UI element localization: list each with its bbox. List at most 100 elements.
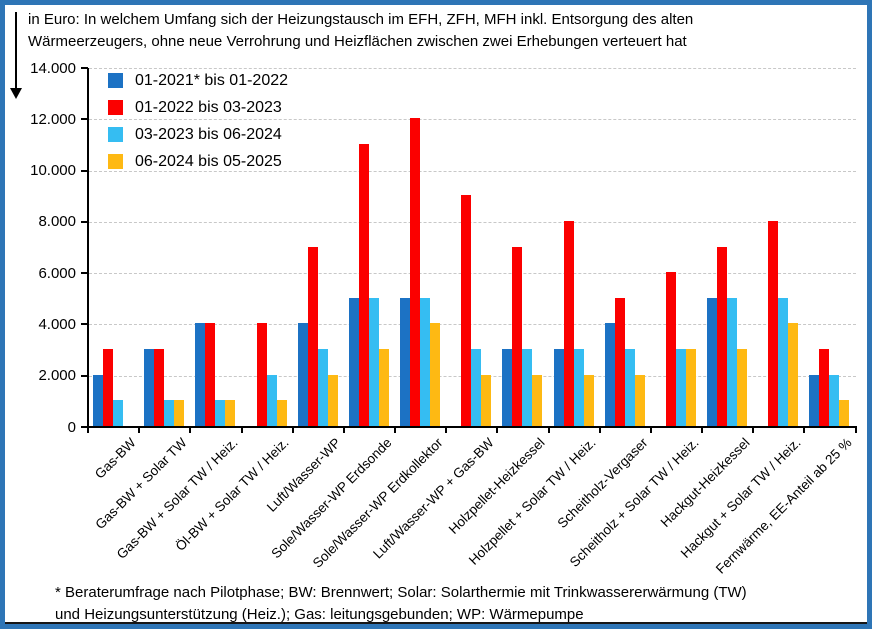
- y-axis-tick: [81, 323, 88, 326]
- footnote-line2: und Heizungsunterstützung (Heiz.); Gas: …: [55, 606, 584, 623]
- legend-swatch-icon: [108, 127, 123, 142]
- bar-062024-cat6: [430, 323, 440, 426]
- legend-label: 03-2023 bis 06-2024: [135, 125, 282, 143]
- bar-012021-cat2: [195, 323, 206, 426]
- bar-032023-cat9: [573, 349, 584, 426]
- legend-swatch-icon: [108, 100, 123, 115]
- x-axis-tick: [138, 427, 141, 433]
- bar-012021-cat4: [297, 323, 308, 426]
- bar-012022-cat0: [103, 349, 113, 426]
- bar-032023-cat13: [778, 297, 789, 426]
- bar-062024-cat7: [481, 374, 492, 426]
- x-axis-label: Gas-BW: [91, 435, 139, 482]
- legend-item-0: 01-2021* bis 01-2022: [108, 67, 288, 94]
- bar-012021-cat8: [502, 349, 513, 426]
- y-axis-label: 14.000: [30, 59, 76, 77]
- footnote: * Beraterumfrage nach Pilotphase; BW: Br…: [55, 582, 845, 626]
- footnote-line1: * Beraterumfrage nach Pilotphase; BW: Br…: [55, 584, 747, 601]
- y-axis-tick: [81, 374, 88, 377]
- bar-062024-cat10: [634, 374, 645, 426]
- legend-label: 06-2024 bis 05-2025: [135, 152, 282, 170]
- bar-012021-cat6: [400, 297, 410, 426]
- bar-062024-cat14: [839, 400, 850, 426]
- y-axis-tick: [81, 118, 88, 121]
- x-axis-tick: [752, 427, 755, 433]
- bar-032023-cat11: [675, 349, 686, 426]
- bar-012022-cat5: [358, 143, 369, 426]
- y-axis-label: 6.000: [38, 264, 76, 282]
- bar-032023-cat4: [317, 349, 328, 426]
- x-axis-tick: [547, 427, 550, 433]
- x-axis-line: [87, 426, 857, 428]
- gridline: [89, 170, 856, 172]
- bar-032023-cat2: [215, 400, 226, 426]
- chart-title-line1: in Euro: In welchem Umfang sich der Heiz…: [28, 11, 694, 28]
- x-axis-tick: [240, 427, 243, 433]
- x-axis-label: Holzpellet-Heizkessel: [445, 435, 548, 537]
- x-axis-tick: [598, 427, 601, 433]
- y-axis-tick: [81, 220, 88, 223]
- bar-032023-cat12: [727, 297, 737, 426]
- gridline: [89, 221, 856, 223]
- legend-item-1: 01-2022 bis 03-2023: [108, 94, 288, 121]
- bar-012022-cat2: [205, 323, 216, 426]
- x-axis-tick: [189, 427, 192, 433]
- bar-012022-cat12: [717, 246, 727, 426]
- bar-012021-cat14: [809, 374, 820, 426]
- bar-062024-cat1: [174, 400, 185, 426]
- chart-title: in Euro: In welchem Umfang sich der Heiz…: [28, 9, 838, 53]
- x-axis-tick: [445, 427, 448, 433]
- bar-012021-cat5: [348, 297, 359, 426]
- bar-062024-cat4: [327, 374, 338, 426]
- bar-012022-cat13: [768, 220, 779, 426]
- bar-012022-cat11: [665, 272, 676, 426]
- bar-062024-cat11: [685, 349, 696, 426]
- legend-swatch-icon: [108, 154, 123, 169]
- x-axis-tick: [803, 427, 806, 433]
- bar-062024-cat13: [788, 323, 799, 426]
- y-axis-label: 2.000: [38, 367, 76, 385]
- bottom-divider: [4, 622, 868, 624]
- legend-label: 01-2022 bis 03-2023: [135, 98, 282, 116]
- y-axis-label: 8.000: [38, 213, 76, 231]
- chart-title-line2: Wärmeerzeugers, ohne neue Verrohrung und…: [28, 33, 687, 50]
- y-axis-label: 12.000: [30, 110, 76, 128]
- legend-item-3: 06-2024 bis 05-2025: [108, 148, 288, 175]
- x-axis-label: Scheitholz-Vergaser: [554, 435, 651, 532]
- down-arrow-head: [10, 88, 22, 99]
- down-arrow-shaft: [15, 12, 17, 90]
- bar-062024-cat9: [583, 374, 594, 426]
- bar-012022-cat1: [154, 349, 165, 426]
- x-axis-tick: [291, 427, 294, 433]
- bar-012022-cat7: [461, 195, 472, 426]
- bar-032023-cat14: [829, 374, 840, 426]
- bar-012022-cat6: [410, 118, 420, 426]
- bar-012021-cat10: [604, 323, 615, 426]
- x-axis-label: Hackgut-Heizkessel: [657, 435, 753, 530]
- y-axis-tick: [81, 67, 88, 69]
- bar-012022-cat9: [563, 220, 574, 426]
- bar-032023-cat7: [471, 349, 482, 426]
- bar-032023-cat10: [624, 349, 635, 426]
- bar-032023-cat3: [266, 374, 277, 426]
- bar-032023-cat8: [522, 349, 533, 426]
- legend-label: 01-2021* bis 01-2022: [135, 71, 289, 89]
- y-axis-tick: [81, 426, 88, 428]
- bar-032023-cat1: [164, 400, 175, 426]
- bar-012021-cat12: [707, 297, 717, 426]
- x-axis-tick: [394, 427, 396, 433]
- x-axis-tick: [342, 427, 345, 433]
- bar-012021-cat9: [553, 349, 564, 426]
- x-axis-label: Gas-BW + Solar TW: [92, 435, 190, 533]
- y-axis-line: [87, 68, 89, 428]
- x-axis-tick: [87, 427, 89, 433]
- y-axis-label: 10.000: [30, 162, 76, 180]
- y-axis-tick: [81, 169, 88, 172]
- bar-012022-cat14: [819, 349, 830, 426]
- y-axis-tick: [81, 272, 88, 275]
- legend-swatch-icon: [108, 73, 123, 88]
- y-axis-label: 0: [67, 418, 76, 436]
- bar-062024-cat8: [532, 374, 543, 426]
- bar-012021-cat1: [144, 349, 155, 426]
- x-axis-tick: [649, 427, 652, 433]
